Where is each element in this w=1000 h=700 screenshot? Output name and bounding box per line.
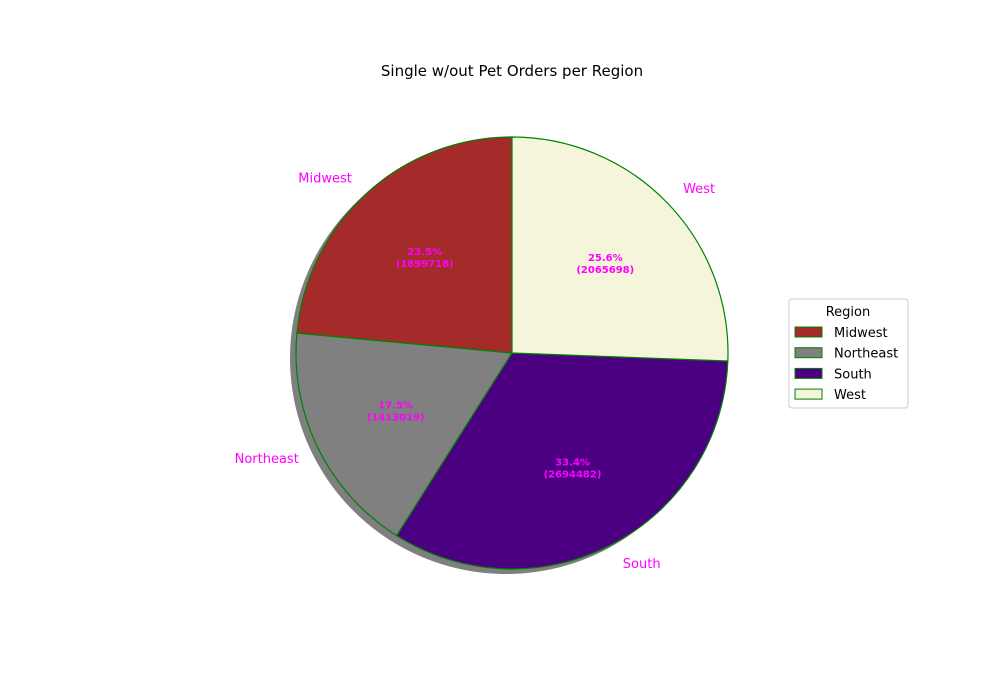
slice-label-midwest: Midwest xyxy=(298,171,352,186)
legend-label-midwest: Midwest xyxy=(834,326,888,341)
legend: Region Midwest Northeast South West xyxy=(788,298,909,409)
slice-label-south: South xyxy=(623,557,661,572)
percent-label-south: 33.4% (2694482) xyxy=(544,458,602,481)
legend-swatch-midwest xyxy=(794,326,823,338)
legend-swatch-west xyxy=(794,388,823,400)
slice-label-west: West xyxy=(683,182,715,197)
pie-slice-northeast xyxy=(295,332,514,537)
chart-title: Single w/out Pet Orders per Region xyxy=(381,62,643,80)
legend-entries: Midwest Northeast South West xyxy=(794,326,898,403)
legend-label-south: South xyxy=(834,367,872,382)
pie-slices xyxy=(295,136,729,570)
legend-frame xyxy=(788,298,909,409)
legend-title: Region xyxy=(826,305,871,320)
slice-labels: Midwest Northeast South West xyxy=(235,171,715,572)
percent-label-northeast: 17.5% (1413019) xyxy=(367,400,425,423)
pie-slice-south xyxy=(395,352,729,570)
percent-labels: 23.5% (1899718) 17.5% (1413019) 33.4% (269448… xyxy=(367,247,634,480)
slice-label-northeast: Northeast xyxy=(235,452,299,467)
legend-label-west: West xyxy=(834,388,866,403)
legend-swatch-northeast xyxy=(794,347,823,359)
legend-label-northeast: Northeast xyxy=(834,347,898,362)
pie-slice-midwest xyxy=(296,136,513,354)
pie-slice-west xyxy=(511,136,729,362)
percent-label-west: 25.6% (2065698) xyxy=(576,253,634,276)
percent-label-midwest: 23.5% (1899718) xyxy=(396,247,454,270)
legend-swatch-south xyxy=(794,367,823,379)
